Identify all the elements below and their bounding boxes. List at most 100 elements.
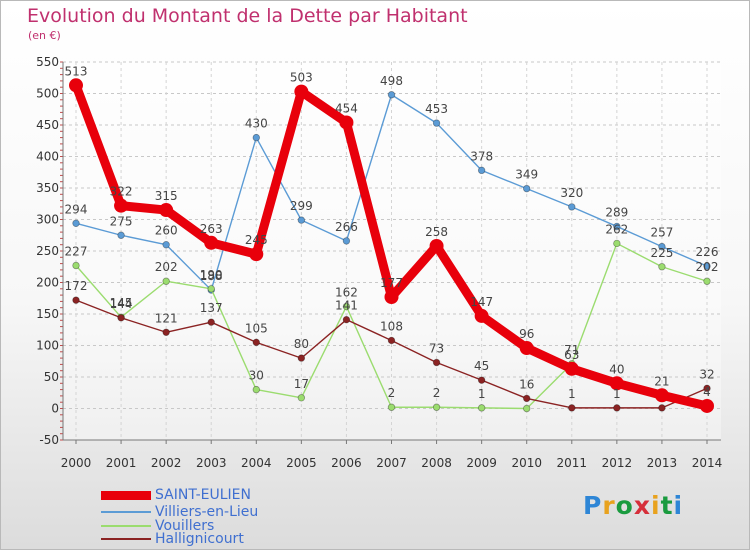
data-label: 1 bbox=[478, 387, 486, 401]
y-tick-label: 500 bbox=[36, 87, 59, 101]
data-label: 454 bbox=[335, 101, 358, 115]
y-tick-label: 350 bbox=[36, 181, 59, 195]
series-point-0 bbox=[159, 203, 174, 218]
series-point-3 bbox=[207, 318, 215, 326]
chart-subtitle: (en €) bbox=[28, 29, 61, 42]
data-label: 453 bbox=[425, 102, 448, 116]
data-label: 1 bbox=[613, 387, 621, 401]
logo-letter: t bbox=[660, 491, 674, 520]
series-point-2 bbox=[297, 394, 306, 402]
data-label: 96 bbox=[519, 327, 534, 341]
data-label: 320 bbox=[560, 186, 583, 200]
y-tick-label: 150 bbox=[36, 307, 59, 321]
data-label: 322 bbox=[110, 185, 133, 199]
y-tick-label: 450 bbox=[36, 118, 59, 132]
legend-swatch bbox=[101, 525, 151, 527]
chart-title: Evolution du Montant de la Dette par Hab… bbox=[27, 5, 468, 27]
data-label: 30 bbox=[249, 369, 264, 383]
series-point-0 bbox=[249, 247, 264, 262]
x-tick-label: 2006 bbox=[331, 456, 362, 470]
data-label: 188 bbox=[200, 269, 223, 283]
data-label: 16 bbox=[519, 377, 534, 391]
series-point-3 bbox=[297, 354, 306, 362]
data-label: 2 bbox=[388, 386, 396, 400]
series-point-3 bbox=[342, 315, 351, 324]
data-label: 257 bbox=[650, 226, 673, 240]
data-label: 121 bbox=[155, 311, 178, 325]
series-point-2 bbox=[613, 239, 621, 248]
data-label: 202 bbox=[155, 260, 178, 274]
data-label: 202 bbox=[696, 260, 719, 274]
x-tick-label: 2012 bbox=[602, 456, 633, 470]
data-label: 289 bbox=[605, 205, 628, 219]
series-point-1 bbox=[703, 262, 711, 270]
logo-letter: i bbox=[651, 491, 661, 520]
series-point-3 bbox=[162, 328, 170, 336]
series-point-2 bbox=[658, 263, 666, 271]
legend-label: Villiers-en-Lieu bbox=[155, 504, 259, 520]
series-point-1 bbox=[117, 231, 125, 239]
series-point-3 bbox=[387, 336, 396, 345]
series-point-1 bbox=[658, 242, 666, 251]
legend-item: Villiers-en-Lieu bbox=[101, 505, 258, 519]
data-label: 80 bbox=[294, 337, 309, 351]
data-label: 177 bbox=[380, 276, 403, 290]
series-point-0 bbox=[294, 84, 309, 99]
data-label: 262 bbox=[605, 222, 628, 236]
data-label: 260 bbox=[155, 224, 178, 238]
x-tick-label: 2000 bbox=[61, 456, 92, 470]
data-label: 245 bbox=[245, 233, 268, 247]
x-tick-label: 2004 bbox=[241, 456, 272, 470]
data-label: 17 bbox=[294, 377, 309, 391]
series-point-0 bbox=[474, 308, 489, 323]
series-point-3 bbox=[72, 296, 80, 304]
series-point-0 bbox=[564, 361, 579, 376]
series-point-1 bbox=[568, 203, 576, 211]
series-point-2 bbox=[703, 277, 711, 285]
series-point-1 bbox=[72, 219, 80, 227]
series-point-2 bbox=[162, 277, 170, 285]
x-tick-label: 2008 bbox=[421, 456, 452, 470]
series-point-0 bbox=[384, 289, 399, 304]
y-tick-label: 300 bbox=[36, 213, 59, 227]
series-point-2 bbox=[432, 403, 441, 411]
series-point-2 bbox=[477, 404, 486, 412]
legend-label: Vouillers bbox=[155, 518, 215, 534]
data-label: 294 bbox=[65, 202, 88, 216]
x-tick-label: 2003 bbox=[196, 456, 227, 470]
series-point-3 bbox=[523, 394, 531, 403]
series-point-3 bbox=[117, 314, 125, 322]
data-label: 498 bbox=[380, 74, 403, 88]
data-label: 21 bbox=[654, 374, 669, 388]
data-label: 258 bbox=[425, 225, 448, 239]
data-label: 299 bbox=[290, 199, 313, 213]
legend-swatch bbox=[101, 511, 151, 513]
series-point-1 bbox=[613, 222, 621, 231]
data-label: 71 bbox=[564, 343, 579, 357]
data-label: 40 bbox=[609, 362, 624, 376]
series-point-1 bbox=[387, 91, 396, 99]
data-label: 430 bbox=[245, 117, 268, 131]
series-point-1 bbox=[523, 184, 531, 193]
data-label: 4 bbox=[703, 385, 711, 399]
series-point-1 bbox=[342, 237, 351, 245]
logo-letter: x bbox=[633, 491, 651, 520]
series-point-0 bbox=[609, 376, 624, 391]
data-label: 266 bbox=[335, 220, 358, 234]
data-label: 2 bbox=[433, 386, 441, 400]
data-label: 226 bbox=[696, 245, 719, 259]
data-label: 45 bbox=[474, 359, 489, 373]
series-point-2 bbox=[207, 285, 215, 293]
data-label: 315 bbox=[155, 189, 178, 203]
x-tick-label: 2007 bbox=[376, 456, 407, 470]
y-tick-label: 250 bbox=[36, 244, 59, 258]
series-point-3 bbox=[568, 404, 576, 412]
series-point-3 bbox=[252, 338, 260, 347]
legend-label: Hallignicourt bbox=[155, 531, 244, 547]
series-point-1 bbox=[162, 240, 170, 249]
data-label: 172 bbox=[65, 279, 88, 293]
data-label: 32 bbox=[699, 367, 714, 381]
y-tick-label: -50 bbox=[39, 433, 59, 447]
data-label: 145 bbox=[110, 296, 133, 310]
